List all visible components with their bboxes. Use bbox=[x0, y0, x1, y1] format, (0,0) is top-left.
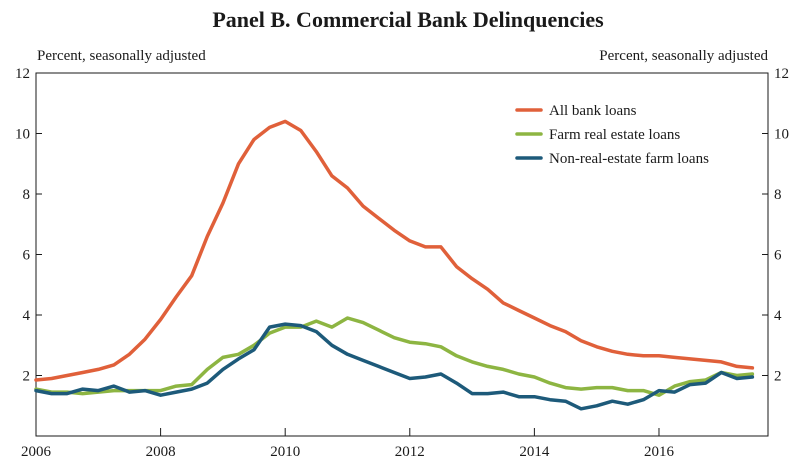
y-tick-label-left: 4 bbox=[23, 308, 31, 324]
legend: All bank loans Farm real estate loans Non-… bbox=[515, 103, 709, 167]
y-tick-label-right: 8 bbox=[774, 187, 782, 203]
series-line-1 bbox=[34, 119, 755, 382]
y-tick-label-right: 10 bbox=[774, 127, 789, 143]
y-tick-label-right: 4 bbox=[774, 308, 782, 324]
x-tick-label: 2008 bbox=[146, 444, 176, 460]
y-tick-label-left: 8 bbox=[23, 187, 31, 203]
y-tick-label-left: 10 bbox=[15, 127, 30, 143]
x-tick-label: 2016 bbox=[644, 444, 675, 460]
series-layer bbox=[34, 119, 755, 411]
y-tick-label-left: 6 bbox=[23, 248, 31, 264]
legend-label: Non-real-estate farm loans bbox=[549, 151, 709, 167]
legend-label: Farm real estate loans bbox=[549, 127, 680, 143]
x-tick-label: 2012 bbox=[395, 444, 425, 460]
x-tick-label: 2006 bbox=[21, 444, 52, 460]
y-tick-label-right: 6 bbox=[774, 248, 782, 264]
chart-title: Panel B. Commercial Bank Delinquencies bbox=[212, 7, 604, 32]
y-tick-label-left: 2 bbox=[23, 369, 31, 385]
y-unit-right: Percent, seasonally adjusted bbox=[599, 48, 768, 64]
axes: 2 2 4 4 6 6 8 8 10 10 12 12 2006 2008 2010 2012 2014 2016 bbox=[15, 66, 789, 460]
series-line-2 bbox=[34, 316, 755, 397]
x-tick-label: 2014 bbox=[519, 444, 550, 460]
legend-label: All bank loans bbox=[549, 103, 637, 119]
y-tick-label-right: 2 bbox=[774, 369, 782, 385]
y-unit-left: Percent, seasonally adjusted bbox=[37, 48, 206, 64]
x-tick-label: 2010 bbox=[270, 444, 300, 460]
series-line-3 bbox=[34, 322, 755, 411]
y-tick-label-left: 12 bbox=[15, 66, 30, 82]
y-tick-label-right: 12 bbox=[774, 66, 789, 82]
